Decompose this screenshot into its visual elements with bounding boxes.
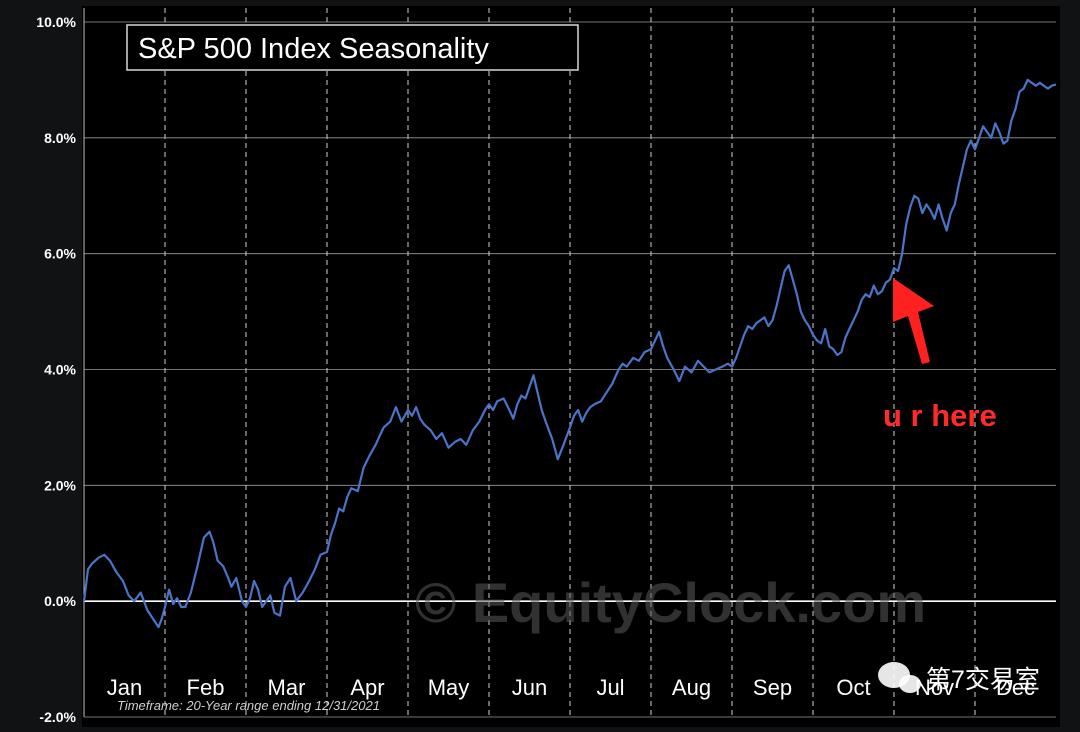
y-tick-label: 4.0% — [44, 362, 76, 378]
x-tick-label: Feb — [187, 675, 225, 700]
x-tick-label: Jan — [107, 675, 142, 700]
y-tick-label: 8.0% — [44, 130, 76, 146]
x-tick-label: Dec — [996, 675, 1035, 700]
y-tick-label: 2.0% — [44, 477, 76, 493]
brand-overlay: 第7交易室 — [878, 662, 1040, 694]
x-tick-label: Aug — [672, 675, 711, 700]
x-tick-label: Jun — [512, 675, 547, 700]
annotation-text: u r here — [883, 398, 997, 433]
y-tick-label: 0.0% — [44, 593, 76, 609]
chart-title-box — [126, 24, 579, 71]
y-tick-label: -2.0% — [39, 709, 76, 725]
y-tick-label: 10.0% — [36, 14, 76, 30]
x-tick-label: Nov — [915, 675, 954, 700]
seasonality-line — [82, 78, 1057, 629]
chat-bubble-icon-small — [899, 675, 921, 693]
y-axis: 10.0% 8.0% 6.0% 4.0% 2.0% 0.0% -2.0% — [36, 14, 76, 725]
x-tick-label: Apr — [350, 675, 384, 700]
brand-text: 第7交易室 — [926, 666, 1040, 694]
x-axis: Jan Feb Mar Apr May Jun Jul Aug Sep Oct Nov Dec — [107, 675, 1035, 700]
x-tick-label: May — [428, 675, 470, 700]
x-tick-label: Mar — [268, 675, 306, 700]
chart-title: S&P 500 Index Seasonality — [138, 33, 489, 65]
x-tick-label: Oct — [836, 675, 870, 700]
timeframe-note: Timeframe: 20-Year range ending 12/31/20… — [117, 698, 380, 713]
grid-layer — [83, 8, 1056, 718]
y-tick-label: 6.0% — [44, 246, 76, 262]
x-tick-label: Jul — [596, 675, 624, 700]
x-tick-label: Sep — [753, 675, 792, 700]
red-arrow-icon — [893, 278, 934, 364]
watermark-text: © EquityClock.com — [415, 571, 926, 634]
series-layer — [82, 78, 1057, 629]
